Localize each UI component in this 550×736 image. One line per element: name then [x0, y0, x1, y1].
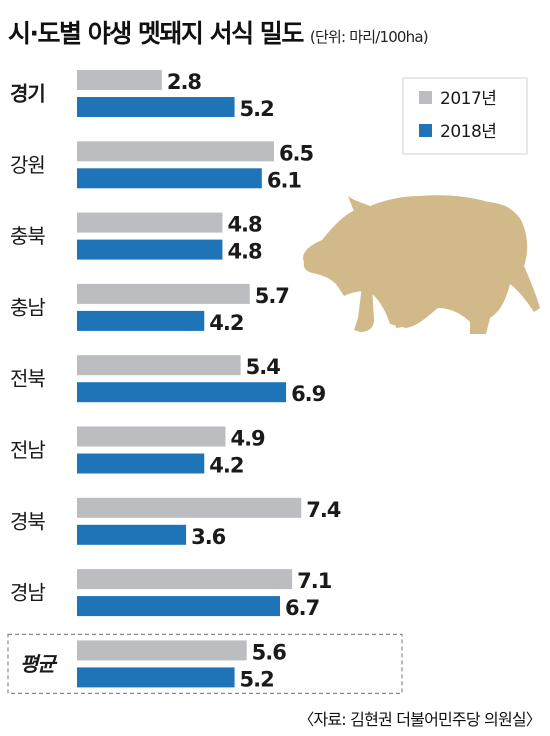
- bar-2018년-cat-3: [77, 310, 205, 331]
- chart-unit: (단위: 마리/100ha): [309, 28, 429, 46]
- bar-2017년-cat-0: [77, 70, 162, 90]
- category-label-cat-4: 전북: [10, 367, 45, 391]
- bar-2017년-cat-4: [77, 355, 241, 376]
- category-label-cat-5: 전남: [10, 438, 45, 462]
- bar-2017년-cat-7: [77, 569, 293, 590]
- average-row-box: [7, 633, 403, 695]
- value-label-2017년-cat-5: 4.9: [230, 427, 265, 451]
- value-label-2018년-cat-3: 4.2: [209, 311, 243, 335]
- bar-2017년-cat-5: [77, 426, 226, 447]
- bar-2018년-cat-4: [77, 382, 287, 403]
- bar-2018년-cat-5: [77, 453, 205, 474]
- bar-2018년-cat-2: [77, 239, 223, 260]
- bar-2018년-cat-6: [77, 524, 187, 545]
- value-label-2018년-cat-6: 3.6: [191, 525, 226, 549]
- value-label-2017년-cat-3: 5.7: [255, 284, 289, 308]
- value-label-2018년-cat-4: 6.9: [291, 382, 326, 406]
- value-label-2018년-cat-5: 4.2: [209, 454, 243, 478]
- category-label-cat-7: 경남: [10, 581, 45, 605]
- bar-2017년-cat-1: [77, 141, 274, 162]
- boar-ear: [348, 196, 366, 214]
- category-label-cat-1: 강원: [10, 153, 45, 177]
- bars-layer: [7, 70, 403, 695]
- labels-layer: 경기 2.8 5.2 강원 6.5 6.1 충북 4.8 4.8 충남 5.7 4.2 전북 5.4 6.9…: [10, 70, 342, 691]
- boar-front-leg-2: [392, 300, 410, 328]
- value-label-2018년-cat-2: 4.8: [227, 240, 262, 264]
- bar-2017년-cat-3: [77, 283, 250, 304]
- value-label-2018년-cat-8: 5.2: [240, 667, 274, 691]
- value-label-2018년-cat-0: 5.2: [240, 97, 274, 121]
- legend-label-2018: 2018년: [440, 122, 496, 142]
- category-label-cat-6: 경북: [10, 509, 45, 533]
- value-label-2017년-cat-0: 2.8: [167, 70, 202, 94]
- chart-title: 시·도별 야생 멧돼지 서식 밀도: [8, 19, 304, 48]
- boar-front-leg: [354, 286, 374, 332]
- value-label-2017년-cat-6: 7.4: [306, 498, 341, 522]
- category-label-cat-2: 충북: [10, 224, 45, 248]
- category-label-cat-8: 평균: [20, 652, 58, 676]
- category-label-cat-3: 충남: [10, 295, 45, 319]
- value-label-2017년-cat-8: 5.6: [252, 640, 287, 664]
- value-label-2017년-cat-1: 6.5: [279, 141, 314, 165]
- data-source: 〈자료: 김현권 더불어민주당 의원실〉: [298, 710, 542, 729]
- value-label-2018년-cat-7: 6.7: [285, 596, 319, 620]
- bar-2017년-cat-6: [77, 497, 302, 518]
- bar-2018년-cat-7: [77, 596, 281, 617]
- legend-box: [402, 77, 528, 155]
- legend-label-2017: 2017년: [440, 89, 496, 109]
- chart-header: 시·도별 야생 멧돼지 서식 밀도 (단위: 마리/100ha): [8, 14, 429, 50]
- bar-2017년-cat-8: [77, 640, 247, 661]
- boar-body: [303, 195, 540, 334]
- value-label-2017년-cat-4: 5.4: [246, 355, 281, 379]
- legend-swatch-2017: [419, 91, 432, 104]
- bar-2018년-cat-0: [77, 97, 235, 117]
- wild-boar-icon: [303, 195, 540, 334]
- chart-legend: 2017년 2018년: [402, 77, 528, 155]
- value-label-2017년-cat-7: 7.1: [297, 569, 332, 593]
- legend-swatch-2018: [419, 124, 432, 137]
- value-label-2017년-cat-2: 4.8: [227, 213, 262, 237]
- value-label-2018년-cat-1: 6.1: [267, 168, 302, 192]
- bar-2017년-cat-2: [77, 212, 223, 233]
- bar-2018년-cat-1: [77, 168, 262, 189]
- bar-2018년-cat-8: [77, 667, 235, 688]
- category-label-cat-0: 경기: [10, 82, 45, 106]
